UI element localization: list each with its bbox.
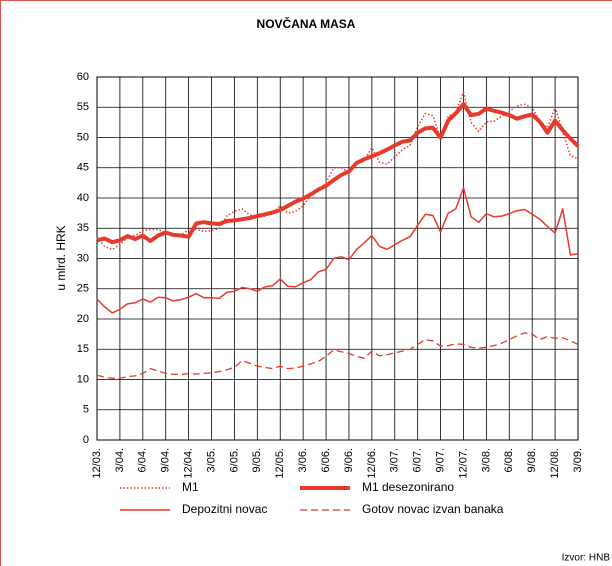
x-tick-label: 3/04. [114,448,126,472]
y-tick-label: 25 [77,283,89,295]
y-tick-label: 30 [77,252,89,264]
x-tick-label: 3/06. [297,448,309,472]
x-tick-label: 3/05. [205,448,217,472]
x-tick-label: 3/09. [572,448,584,472]
legend-label: M1 desezonirano [362,480,454,494]
legend-label: Depozitni novac [182,502,267,516]
x-tick-label: 6/06. [320,448,332,472]
y-tick-label: 35 [77,222,89,234]
y-tick-label: 10 [77,373,89,385]
legend-label: M1 [182,480,199,494]
x-tick-label: 3/07. [389,448,401,472]
series-line [96,186,579,314]
y-tick-label: 5 [83,404,89,416]
x-tick-label: 12/05. [274,448,286,479]
y-axis-label: u mlrd. HRK [54,225,68,290]
x-tick-label: 6/07. [412,448,424,472]
x-tick-label: 6/04. [137,448,149,472]
x-tick-label: 6/08. [503,448,515,472]
y-tick-label: 60 [77,71,89,83]
x-tick-label: 12/08. [549,448,561,479]
series-line [96,102,580,245]
legend-label: Gotov novac izvan banaka [362,502,504,516]
x-tick-label: 9/04. [160,448,172,472]
x-tick-label: 9/06. [343,448,355,472]
y-tick-label: 45 [77,162,89,174]
y-tick-label: 40 [77,192,89,204]
x-tick-label: 3/08. [480,448,492,472]
source: Izvor: HNB [562,553,611,564]
x-tick-label: 6/05. [228,448,240,472]
series-line [96,332,579,379]
y-tick-label: 20 [77,313,89,325]
x-tick-label: 9/05. [251,448,263,472]
y-tick-label: 0 [83,434,89,446]
x-tick-label: 9/07. [434,448,446,472]
y-tick-label: 50 [77,131,89,143]
chart-title: NOVČANA MASA [257,16,356,31]
x-tick-label: 9/08. [526,448,538,472]
x-tick-label: 12/06. [366,448,378,479]
y-tick-label: 55 [77,101,89,113]
x-tick-label: 12/03. [91,448,103,479]
x-tick-label: 12/07. [457,448,469,479]
y-tick-label: 15 [77,343,89,355]
x-tick-label: 12/04. [183,448,195,479]
